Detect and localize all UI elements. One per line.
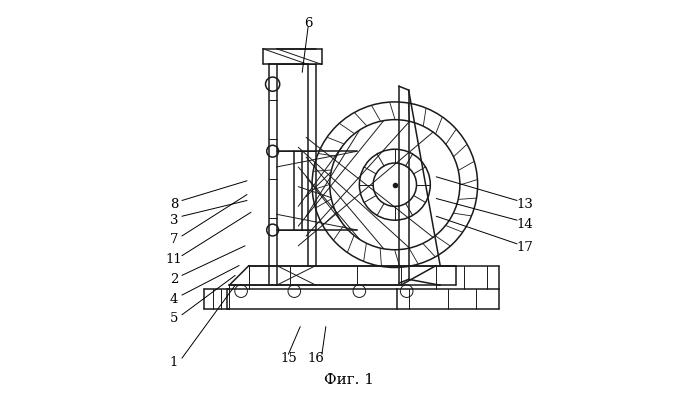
Text: 6: 6 (304, 17, 312, 29)
Text: 4: 4 (170, 293, 178, 306)
Text: Фиг. 1: Фиг. 1 (324, 373, 375, 387)
Text: 13: 13 (517, 198, 533, 211)
Text: 1: 1 (170, 356, 178, 368)
Text: 8: 8 (170, 198, 178, 211)
Text: 16: 16 (308, 352, 324, 365)
Text: 11: 11 (166, 253, 182, 266)
Text: 14: 14 (517, 218, 533, 231)
Text: 2: 2 (170, 273, 178, 286)
Text: 5: 5 (170, 312, 178, 325)
Text: 15: 15 (280, 352, 297, 365)
Text: 7: 7 (170, 233, 178, 247)
Text: 17: 17 (517, 241, 533, 254)
Text: 3: 3 (170, 214, 178, 227)
